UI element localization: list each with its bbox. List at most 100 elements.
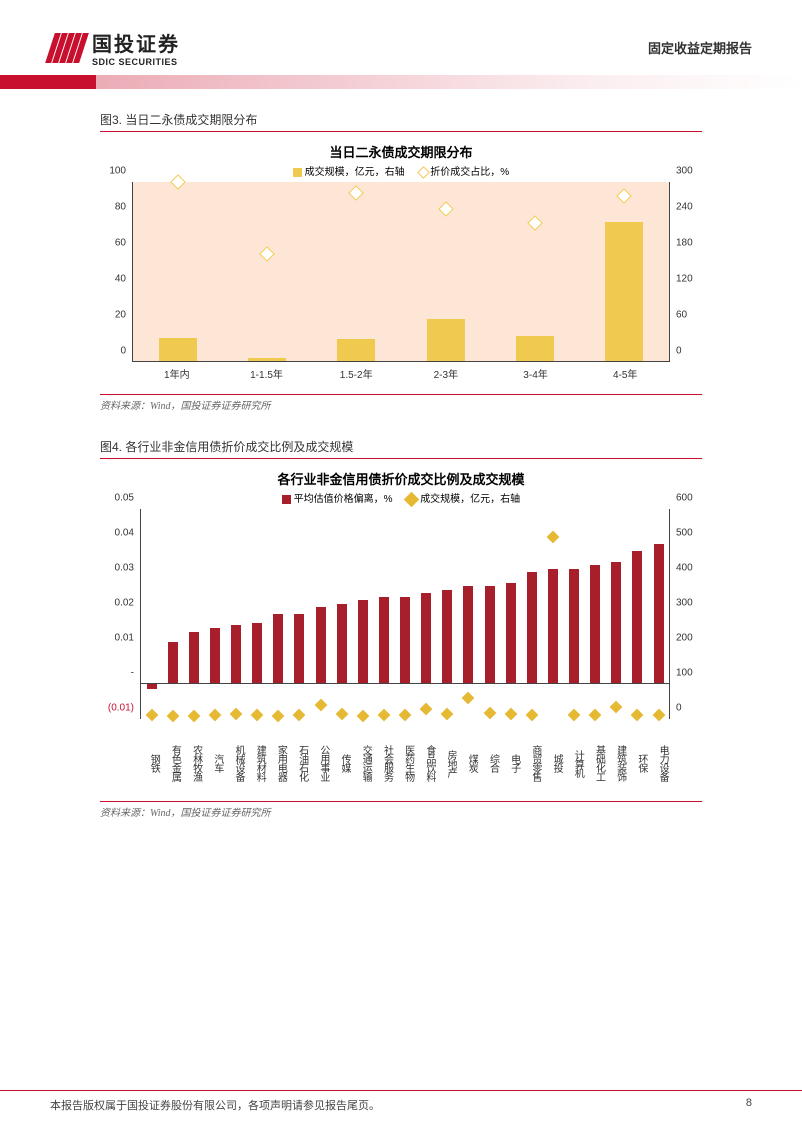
- figure4-diamond: [187, 709, 200, 722]
- figure4-diamond: [504, 708, 517, 721]
- figure4-bar: [294, 614, 304, 684]
- logo-text: 国投证券 SDIC SECURITIES: [92, 28, 180, 67]
- figure4-bar-col: [352, 509, 373, 719]
- figure4-bar: [569, 569, 579, 685]
- figure3-xtick: 1-1.5年: [222, 366, 312, 382]
- figure4-bar: [379, 597, 389, 685]
- figure3-yright-tick: 0: [676, 346, 702, 357]
- figure3-yleft-tick: 80: [100, 202, 126, 213]
- figure4-yleft-tick: 0.03: [100, 563, 134, 574]
- figure4-bar: [316, 607, 326, 684]
- figure4-bar: [590, 565, 600, 684]
- logo: 国投证券 SDIC SECURITIES: [50, 28, 180, 67]
- figure3-bar-col: [401, 182, 490, 362]
- figure3-yright-tick: 180: [676, 238, 702, 249]
- figure3-bar: [605, 222, 643, 362]
- figure3-bar-col: [222, 182, 311, 362]
- figure4-diamond: [209, 708, 222, 721]
- figure3-bar: [516, 336, 554, 362]
- figure4-bar: [168, 642, 178, 684]
- content: 图3. 当日二永债成交期限分布 当日二永债成交期限分布 成交规模，亿元，右轴 折…: [0, 111, 802, 819]
- figure4-bar: [421, 593, 431, 684]
- figure4-bar-col: [458, 509, 479, 719]
- figure4-xtick: 家用电器: [267, 723, 288, 799]
- figure4-diamond: [525, 708, 538, 721]
- figure3-bar: [427, 319, 465, 362]
- figure4-bar-col: [162, 509, 183, 719]
- figure3-yleft-tick: 0: [100, 346, 126, 357]
- figure4-xtick: 交通运输: [352, 723, 373, 799]
- figure4-bar-col: [310, 509, 331, 719]
- figure4-bar-col: [585, 509, 606, 719]
- figure4-xtick: 房地产: [437, 723, 458, 799]
- figure4-diamond: [166, 709, 179, 722]
- figure3-yright-tick: 240: [676, 202, 702, 213]
- figure3-yleft-tick: 40: [100, 274, 126, 285]
- figure4-yright-tick: 600: [676, 493, 702, 504]
- figure4-xtick: 钢铁: [140, 723, 161, 799]
- figure4-diamond: [441, 708, 454, 721]
- figure4-diamond: [547, 531, 560, 544]
- figure4-bar: [527, 572, 537, 684]
- figure4-diamond: [462, 692, 475, 705]
- figure4-yleft-tick: 0.04: [100, 528, 134, 539]
- figure4-xtick: 煤炭: [458, 723, 479, 799]
- figure4-bar-col: [416, 509, 437, 719]
- figure3-legend: 成交规模，亿元，右轴 折价成交占比，%: [100, 163, 702, 182]
- figure4-bar-col: [141, 509, 162, 719]
- figure4-bar-col: [204, 509, 225, 719]
- figure4-xtick: 电子: [500, 723, 521, 799]
- figure4-bar-col: [226, 509, 247, 719]
- figure4-bar: [654, 544, 664, 684]
- figure4-diamond: [420, 702, 433, 715]
- figure4-bar: [442, 590, 452, 685]
- figure3-title: 当日二永债成交期限分布: [100, 138, 702, 163]
- legend-diamond-label: 折价成交占比，%: [430, 167, 509, 178]
- figure4-diamond: [589, 708, 602, 721]
- legend-diamond-label: 成交规模，亿元，右轴: [420, 494, 520, 505]
- figure3-diamond: [259, 246, 275, 262]
- figure4-body: (0.01)-0.010.020.030.040.05 010020030040…: [100, 509, 702, 799]
- figure4-bar: [506, 583, 516, 685]
- figure4-xtick: 医药生物: [394, 723, 415, 799]
- figure4-diamond: [314, 699, 327, 712]
- figure4-xtick: 建筑材料: [246, 723, 267, 799]
- figure4-bar-col: [521, 509, 542, 719]
- figure4-diamond: [378, 708, 391, 721]
- figure4-bar: [252, 623, 262, 684]
- figure4-bar: [147, 684, 157, 689]
- logo-cn: 国投证券: [92, 28, 180, 57]
- figure3-bar-col: [580, 182, 669, 362]
- figure4-yleft-tick: (0.01): [100, 703, 134, 714]
- header-red-bar: [0, 75, 802, 89]
- figure4-diamond: [145, 708, 158, 721]
- figure4-yright-tick: 0: [676, 703, 702, 714]
- figure3-yright-tick: 120: [676, 274, 702, 285]
- figure4-diamond: [356, 710, 369, 723]
- figure3-yright-tick: 60: [676, 310, 702, 321]
- figure3-diamond: [349, 185, 365, 201]
- figure4-xtick: 机械设备: [225, 723, 246, 799]
- figure3-yleft-tick: 20: [100, 310, 126, 321]
- figure4-diamond: [483, 706, 496, 719]
- figure4-bar-col: [437, 509, 458, 719]
- figure3-bar: [159, 338, 197, 362]
- figure4-bar: [632, 551, 642, 684]
- figure4-bar-col: [289, 509, 310, 719]
- figure4-bar-col: [564, 509, 585, 719]
- figure4-bar-col: [247, 509, 268, 719]
- figure4-bar-col: [331, 509, 352, 719]
- footer-page: 8: [746, 1097, 752, 1113]
- figure3-xtick: 3-4年: [491, 366, 581, 382]
- figure4-bar: [210, 628, 220, 684]
- figure3-bars: [133, 182, 669, 362]
- figure4-diamond: [293, 709, 306, 722]
- figure4-xtick: 社会服务: [373, 723, 394, 799]
- figure3-xtick: 4-5年: [580, 366, 670, 382]
- figure3-bar: [337, 339, 375, 362]
- page-footer: 本报告版权属于国投证券股份有限公司，各项声明请参见报告尾页。 8: [0, 1090, 802, 1113]
- figure4-yleft-tick: 0.05: [100, 493, 134, 504]
- figure4-bar-col: [183, 509, 204, 719]
- figure4-plot: [140, 509, 670, 719]
- figure4-diamond: [652, 708, 665, 721]
